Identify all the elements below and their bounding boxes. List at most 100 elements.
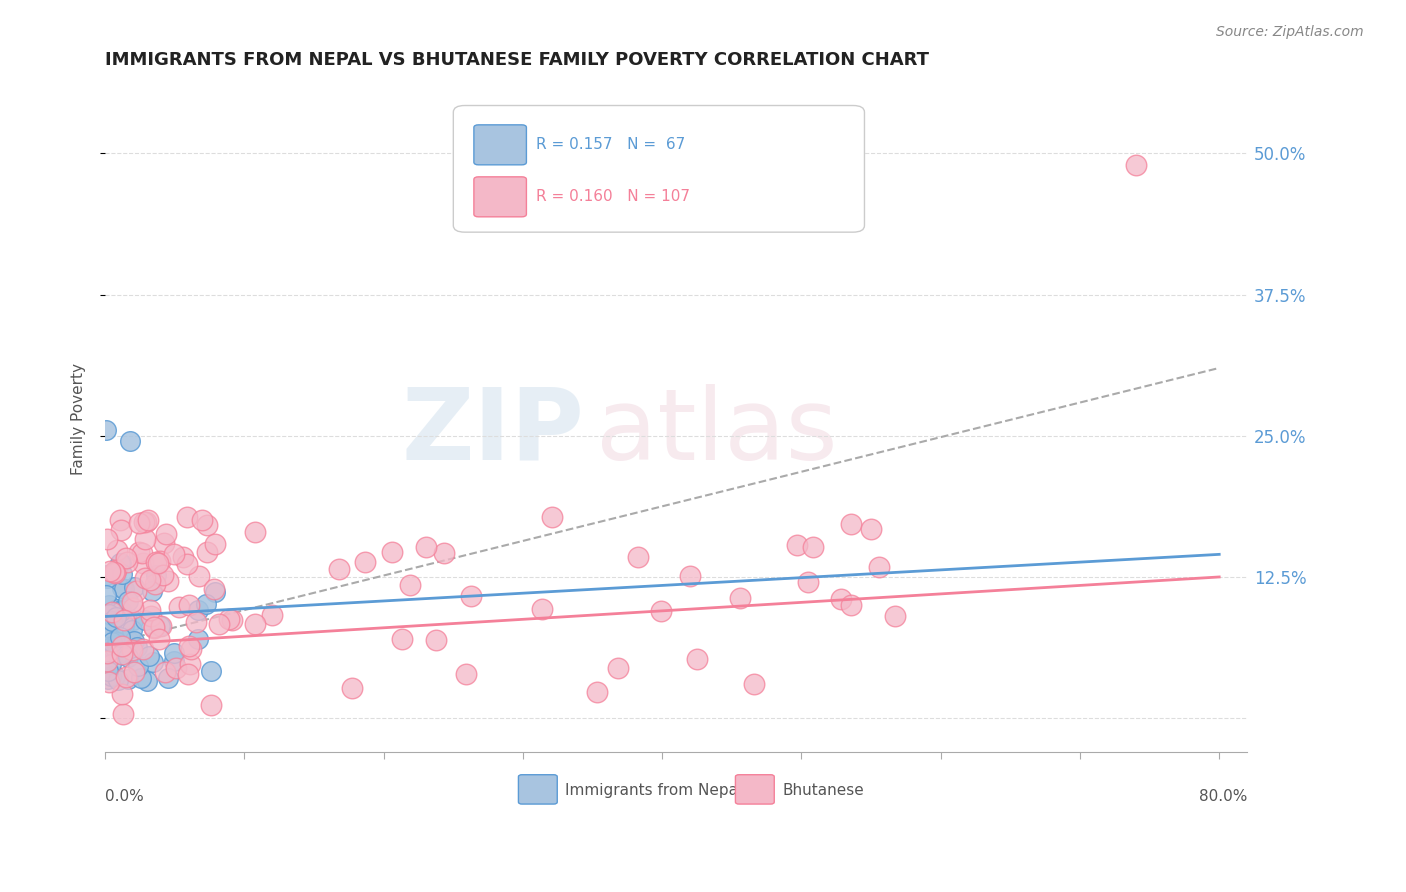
Point: [149, 554, 172, 568]
Point: [143, 577, 166, 591]
Point: [96, 619, 118, 633]
Point: [96, 533, 118, 547]
Point: [135, 515, 157, 529]
Point: [112, 613, 135, 627]
Point: [353, 556, 375, 570]
Point: [105, 638, 128, 652]
Point: [105, 610, 128, 624]
Point: [121, 623, 143, 637]
Point: [101, 607, 124, 621]
Point: [200, 664, 222, 678]
Point: [117, 673, 139, 687]
Text: 0.0%: 0.0%: [105, 789, 143, 804]
Point: [177, 598, 200, 612]
Point: [104, 563, 127, 577]
Text: ZIP: ZIP: [402, 384, 585, 481]
Point: [180, 642, 202, 657]
Point: [112, 582, 135, 597]
Point: [121, 595, 143, 609]
Text: 80.0%: 80.0%: [1199, 789, 1247, 804]
Point: [136, 513, 159, 527]
Point: [391, 632, 413, 646]
Point: [110, 523, 132, 537]
Point: [179, 657, 201, 672]
Point: [134, 532, 156, 546]
Point: [859, 522, 882, 536]
Point: [96, 654, 118, 668]
Point: [115, 645, 138, 659]
Point: [868, 560, 890, 574]
Point: [129, 671, 152, 685]
Point: [98, 638, 121, 652]
Point: [456, 667, 478, 681]
Point: [111, 615, 134, 630]
Point: [328, 561, 350, 575]
Point: [96, 646, 118, 660]
Point: [243, 524, 266, 539]
Point: [128, 545, 150, 559]
Point: [110, 556, 132, 570]
Point: [176, 558, 198, 572]
FancyBboxPatch shape: [735, 775, 775, 804]
Point: [111, 647, 134, 661]
Point: [142, 655, 165, 669]
Point: [177, 667, 200, 681]
Point: [103, 669, 125, 683]
Point: [121, 642, 143, 657]
Point: [221, 614, 243, 628]
Point: [399, 578, 422, 592]
Point: [105, 602, 128, 616]
Text: R = 0.157   N =  67: R = 0.157 N = 67: [536, 136, 685, 152]
Point: [115, 640, 138, 654]
Point: [884, 608, 907, 623]
Point: [839, 516, 862, 531]
Point: [145, 568, 167, 582]
Point: [155, 526, 177, 541]
FancyBboxPatch shape: [519, 775, 557, 804]
Point: [152, 568, 174, 582]
Point: [115, 555, 138, 569]
FancyBboxPatch shape: [453, 105, 865, 232]
Point: [167, 599, 190, 614]
Point: [111, 706, 134, 721]
Point: [381, 545, 404, 559]
Point: [110, 604, 132, 618]
FancyBboxPatch shape: [474, 125, 526, 165]
Point: [607, 660, 630, 674]
Point: [191, 513, 214, 527]
Point: [111, 567, 134, 582]
Point: [204, 537, 226, 551]
Text: Immigrants from Nepal: Immigrants from Nepal: [565, 783, 742, 798]
Point: [188, 568, 211, 582]
Point: [114, 669, 136, 683]
Point: [117, 650, 139, 665]
Point: [728, 591, 751, 605]
Point: [786, 538, 808, 552]
Point: [134, 613, 156, 627]
Point: [157, 574, 180, 588]
Point: [98, 564, 121, 578]
Point: [145, 556, 167, 570]
Point: [830, 592, 852, 607]
Point: [162, 547, 184, 561]
Point: [165, 661, 187, 675]
Point: [105, 635, 128, 649]
Point: [115, 551, 138, 566]
Point: [110, 603, 132, 617]
Point: [110, 556, 132, 570]
Text: IMMIGRANTS FROM NEPAL VS BHUTANESE FAMILY POVERTY CORRELATION CHART: IMMIGRANTS FROM NEPAL VS BHUTANESE FAMIL…: [105, 51, 929, 69]
Point: [139, 603, 162, 617]
Point: [122, 600, 145, 615]
Text: Source: ZipAtlas.com: Source: ZipAtlas.com: [1216, 25, 1364, 39]
Point: [100, 657, 122, 672]
Point: [100, 640, 122, 654]
Point: [195, 517, 218, 532]
Point: [97, 674, 120, 689]
Point: [100, 606, 122, 620]
Point: [153, 665, 176, 679]
Point: [104, 640, 127, 655]
Point: [627, 549, 650, 564]
Point: [149, 619, 172, 633]
Point: [110, 513, 132, 527]
Point: [96, 568, 118, 582]
